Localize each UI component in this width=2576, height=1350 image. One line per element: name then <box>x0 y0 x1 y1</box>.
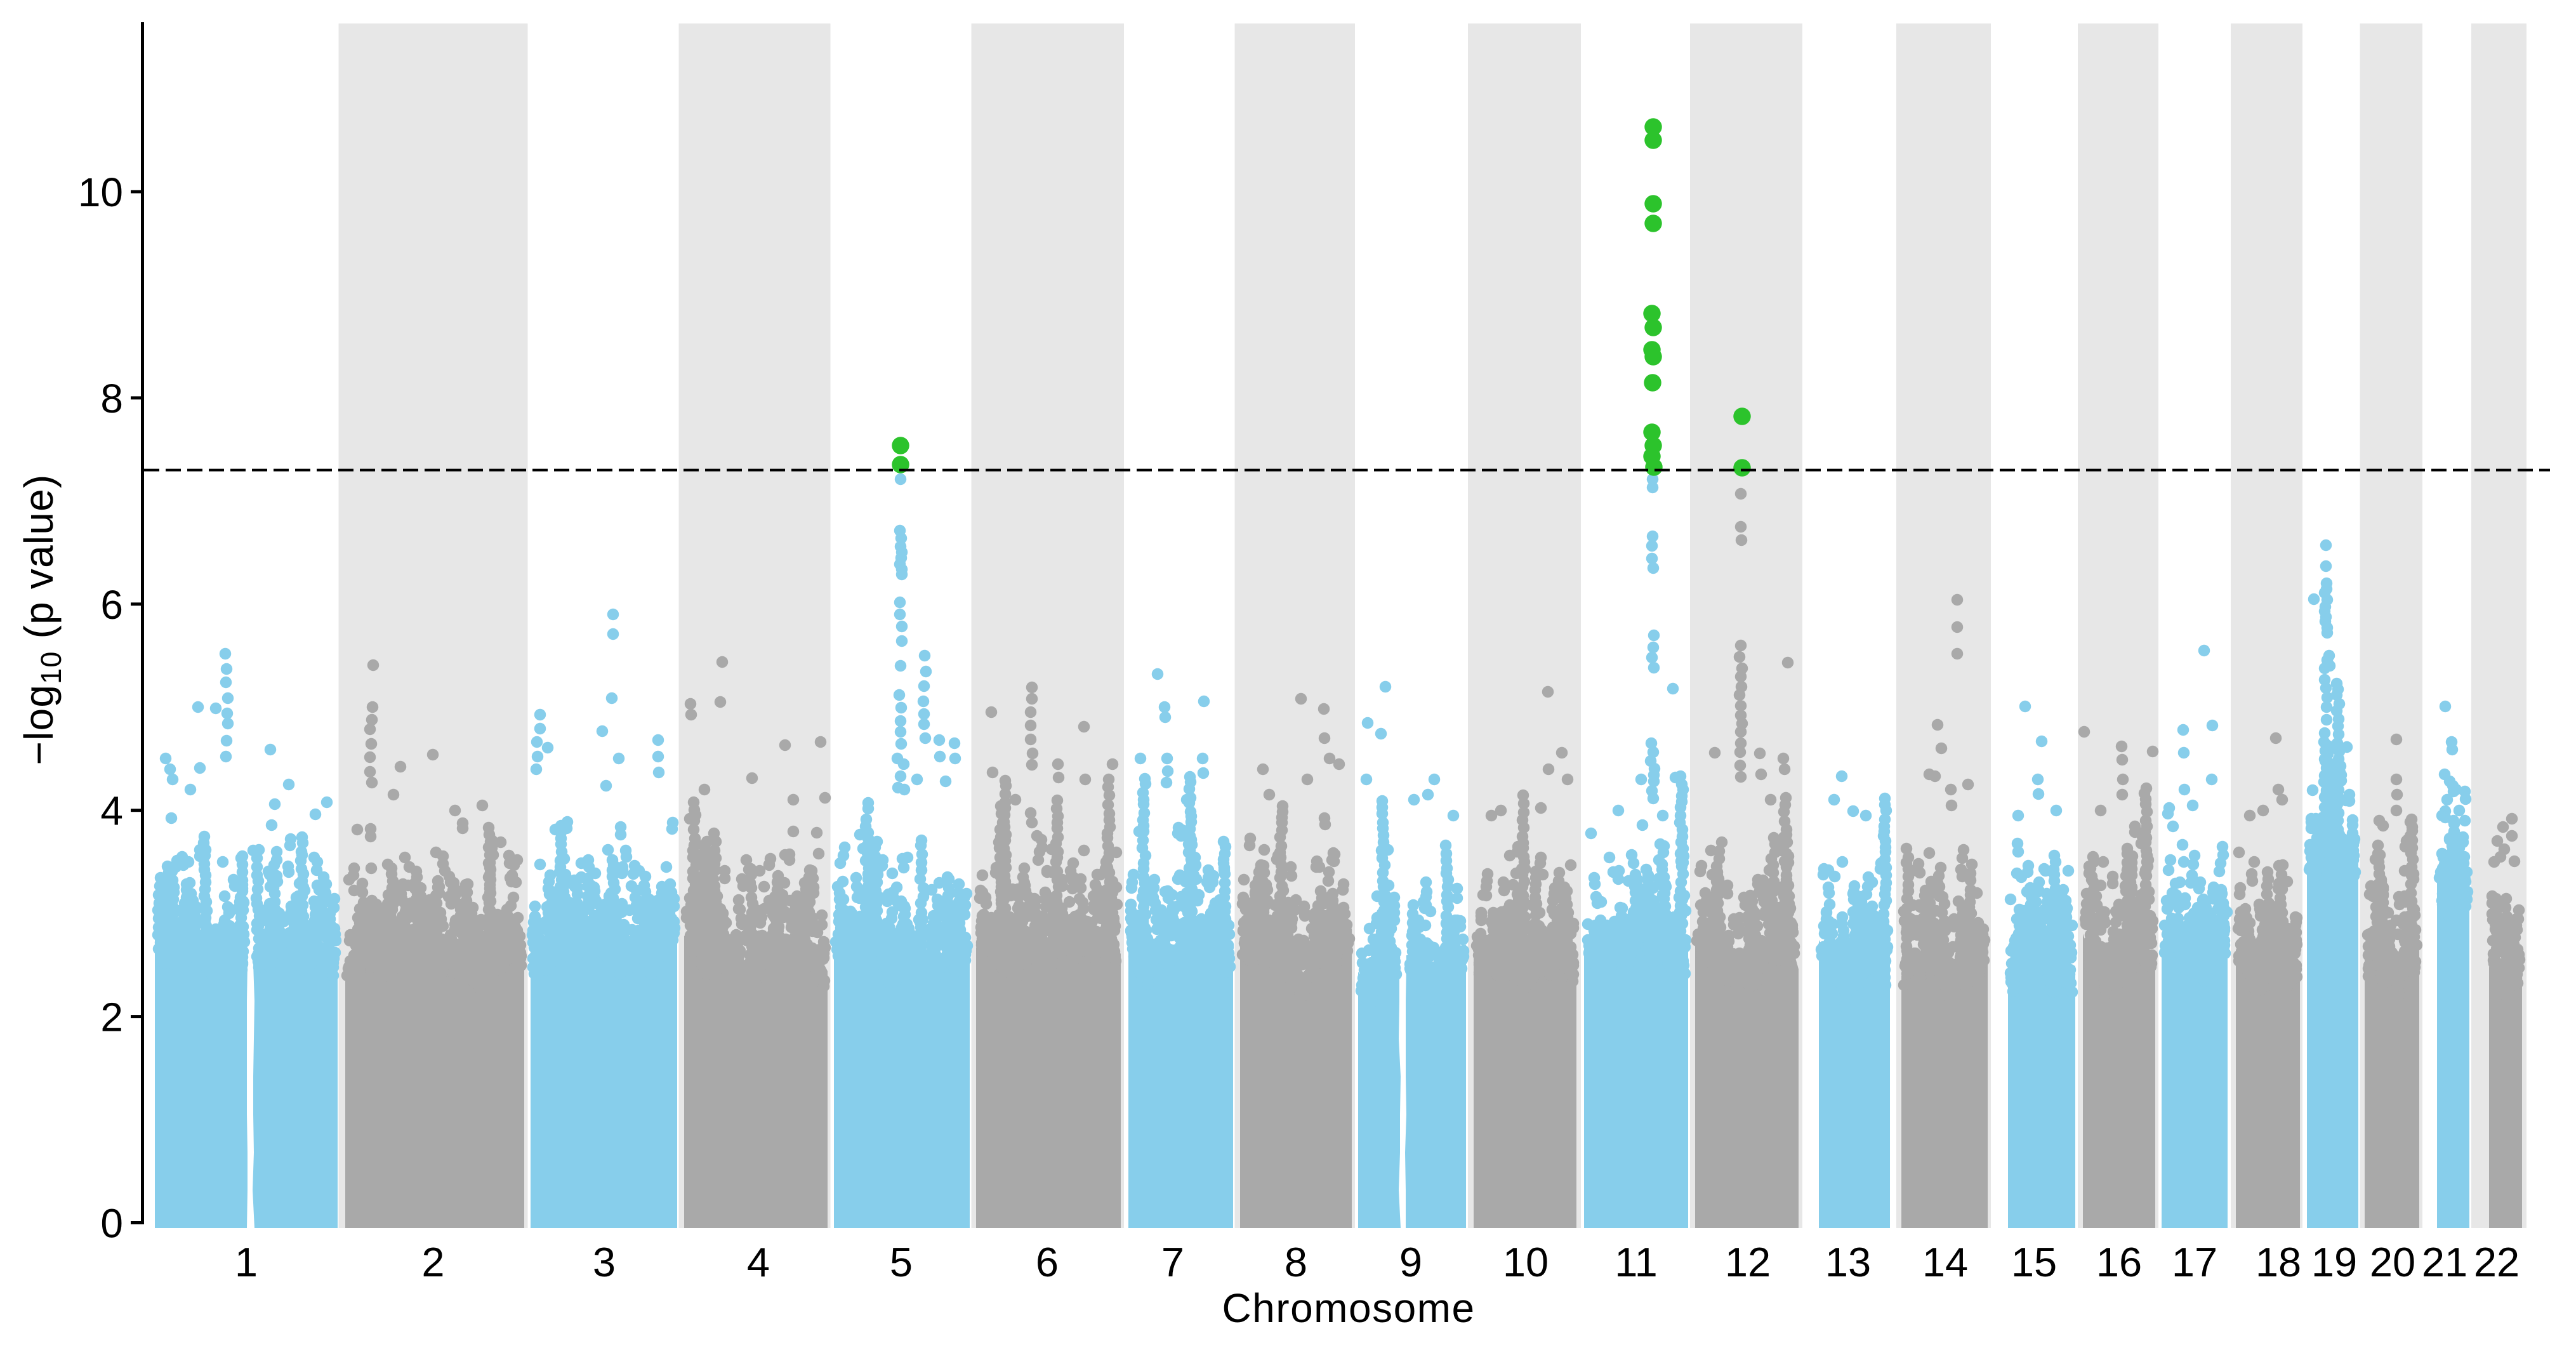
svg-text:17: 17 <box>2172 1239 2217 1285</box>
svg-text:11: 11 <box>1615 1239 1657 1285</box>
svg-text:Chromosome: Chromosome <box>1222 1285 1475 1331</box>
svg-text:1: 1 <box>235 1239 258 1285</box>
svg-text:0: 0 <box>100 1201 123 1247</box>
svg-text:6: 6 <box>100 582 123 628</box>
svg-text:20: 20 <box>2370 1239 2415 1285</box>
svg-text:6: 6 <box>1036 1239 1059 1285</box>
svg-text:12: 12 <box>1725 1239 1771 1285</box>
svg-text:10: 10 <box>1503 1239 1549 1285</box>
svg-text:4: 4 <box>747 1239 770 1285</box>
svg-text:18: 18 <box>2256 1239 2301 1285</box>
svg-text:8: 8 <box>1285 1239 1307 1285</box>
svg-text:22: 22 <box>2474 1239 2520 1285</box>
svg-text:8: 8 <box>100 376 123 421</box>
svg-text:3: 3 <box>593 1239 616 1285</box>
svg-text:4: 4 <box>100 788 123 834</box>
svg-text:13: 13 <box>1825 1239 1871 1285</box>
svg-text:19: 19 <box>2311 1239 2357 1285</box>
svg-text:14: 14 <box>1922 1239 1968 1285</box>
svg-text:21: 21 <box>2422 1239 2467 1285</box>
svg-text:15: 15 <box>2011 1239 2057 1285</box>
svg-text:10: 10 <box>78 169 123 215</box>
svg-text:2: 2 <box>100 995 123 1040</box>
svg-text:5: 5 <box>890 1239 913 1285</box>
svg-text:2: 2 <box>421 1239 444 1285</box>
svg-text:7: 7 <box>1161 1239 1184 1285</box>
svg-text:9: 9 <box>1399 1239 1422 1285</box>
svg-text:−log10 (p value): −log10 (p value) <box>16 474 67 765</box>
svg-text:16: 16 <box>2096 1239 2142 1285</box>
